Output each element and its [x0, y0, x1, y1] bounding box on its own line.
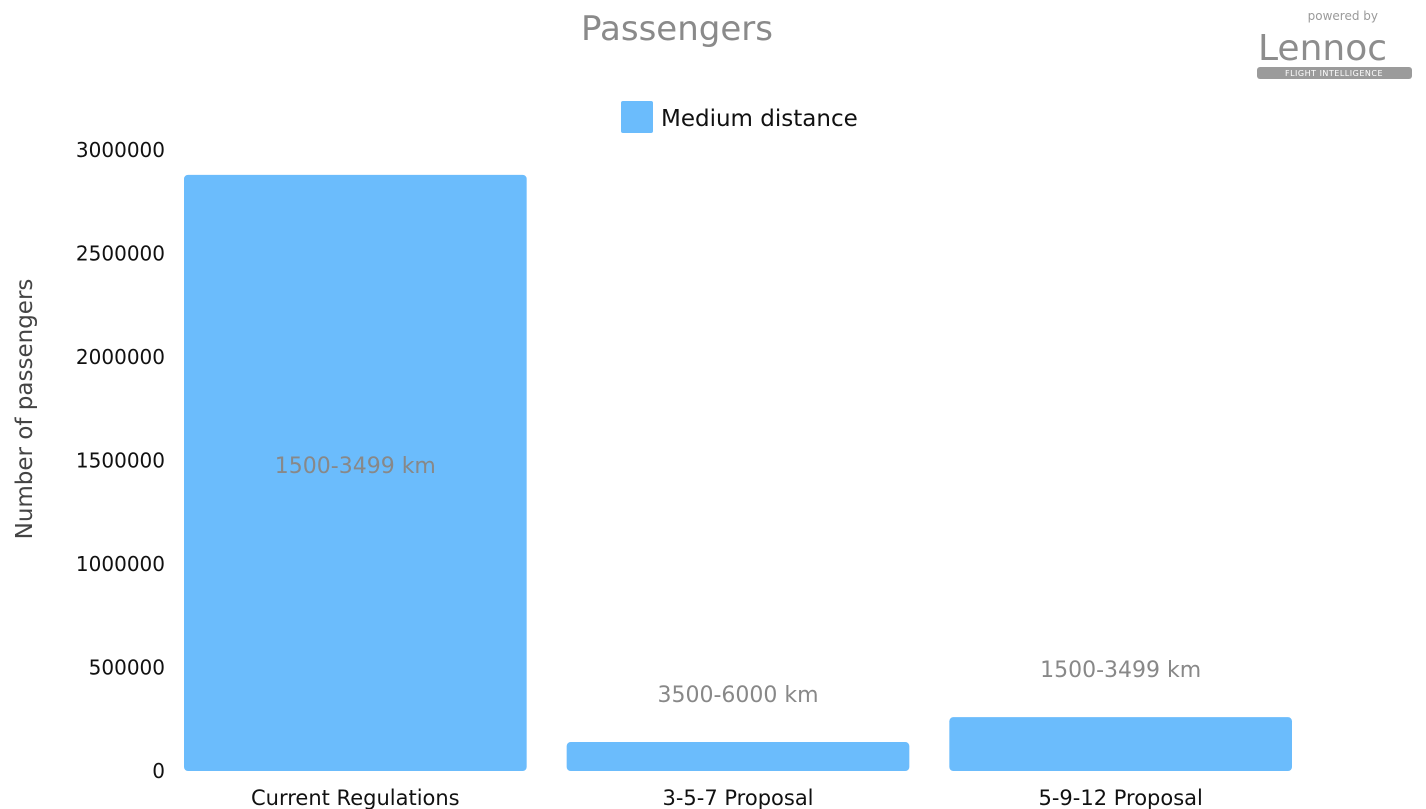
bar-data-label: 3500-6000 km — [657, 683, 818, 708]
legend-swatch — [621, 101, 653, 133]
bars — [184, 174, 1292, 772]
x-category-label: Current Regulations — [251, 786, 460, 809]
bar — [949, 717, 1292, 771]
y-tick-label: 2000000 — [76, 345, 165, 369]
y-axis-ticks: 0 500000 1000000 1500000 2000000 2500000 30000… — [76, 138, 165, 783]
logo-tagline: FLIGHT INTELLIGENCE — [1285, 69, 1383, 78]
legend: Medium distance — [621, 101, 858, 133]
logo-wordmark: Lennoc — [1258, 28, 1387, 69]
legend-label: Medium distance — [661, 106, 858, 132]
bar — [184, 174, 527, 772]
x-category-label: 3-5-7 Proposal — [662, 786, 813, 809]
y-axis-label: Number of passengers — [12, 279, 38, 540]
x-axis-labels: Current Regulations 3-5-7 Proposal 5-9-12 … — [251, 786, 1203, 809]
bar — [566, 742, 910, 771]
y-tick-label: 0 — [152, 759, 165, 783]
x-category-label: 5-9-12 Proposal — [1038, 786, 1202, 809]
y-tick-label: 2500000 — [76, 242, 165, 266]
logo-tagline-bar — [1257, 67, 1412, 79]
y-tick-label: 1500000 — [76, 449, 165, 473]
bar-data-label: 1500-3499 km — [1040, 658, 1201, 683]
logo: powered by Lennoc FLIGHT INTELLIGENCE — [1257, 9, 1412, 79]
bar-data-labels: 1500-3499 km 3500-6000 km 1500-3499 km — [275, 454, 1201, 708]
y-tick-label: 500000 — [89, 656, 165, 680]
bar-data-label: 1500-3499 km — [275, 454, 436, 479]
y-tick-label: 1000000 — [76, 552, 165, 576]
chart-title: Passengers — [581, 9, 773, 49]
logo-powered-by: powered by — [1308, 9, 1378, 23]
y-tick-label: 3000000 — [76, 138, 165, 162]
